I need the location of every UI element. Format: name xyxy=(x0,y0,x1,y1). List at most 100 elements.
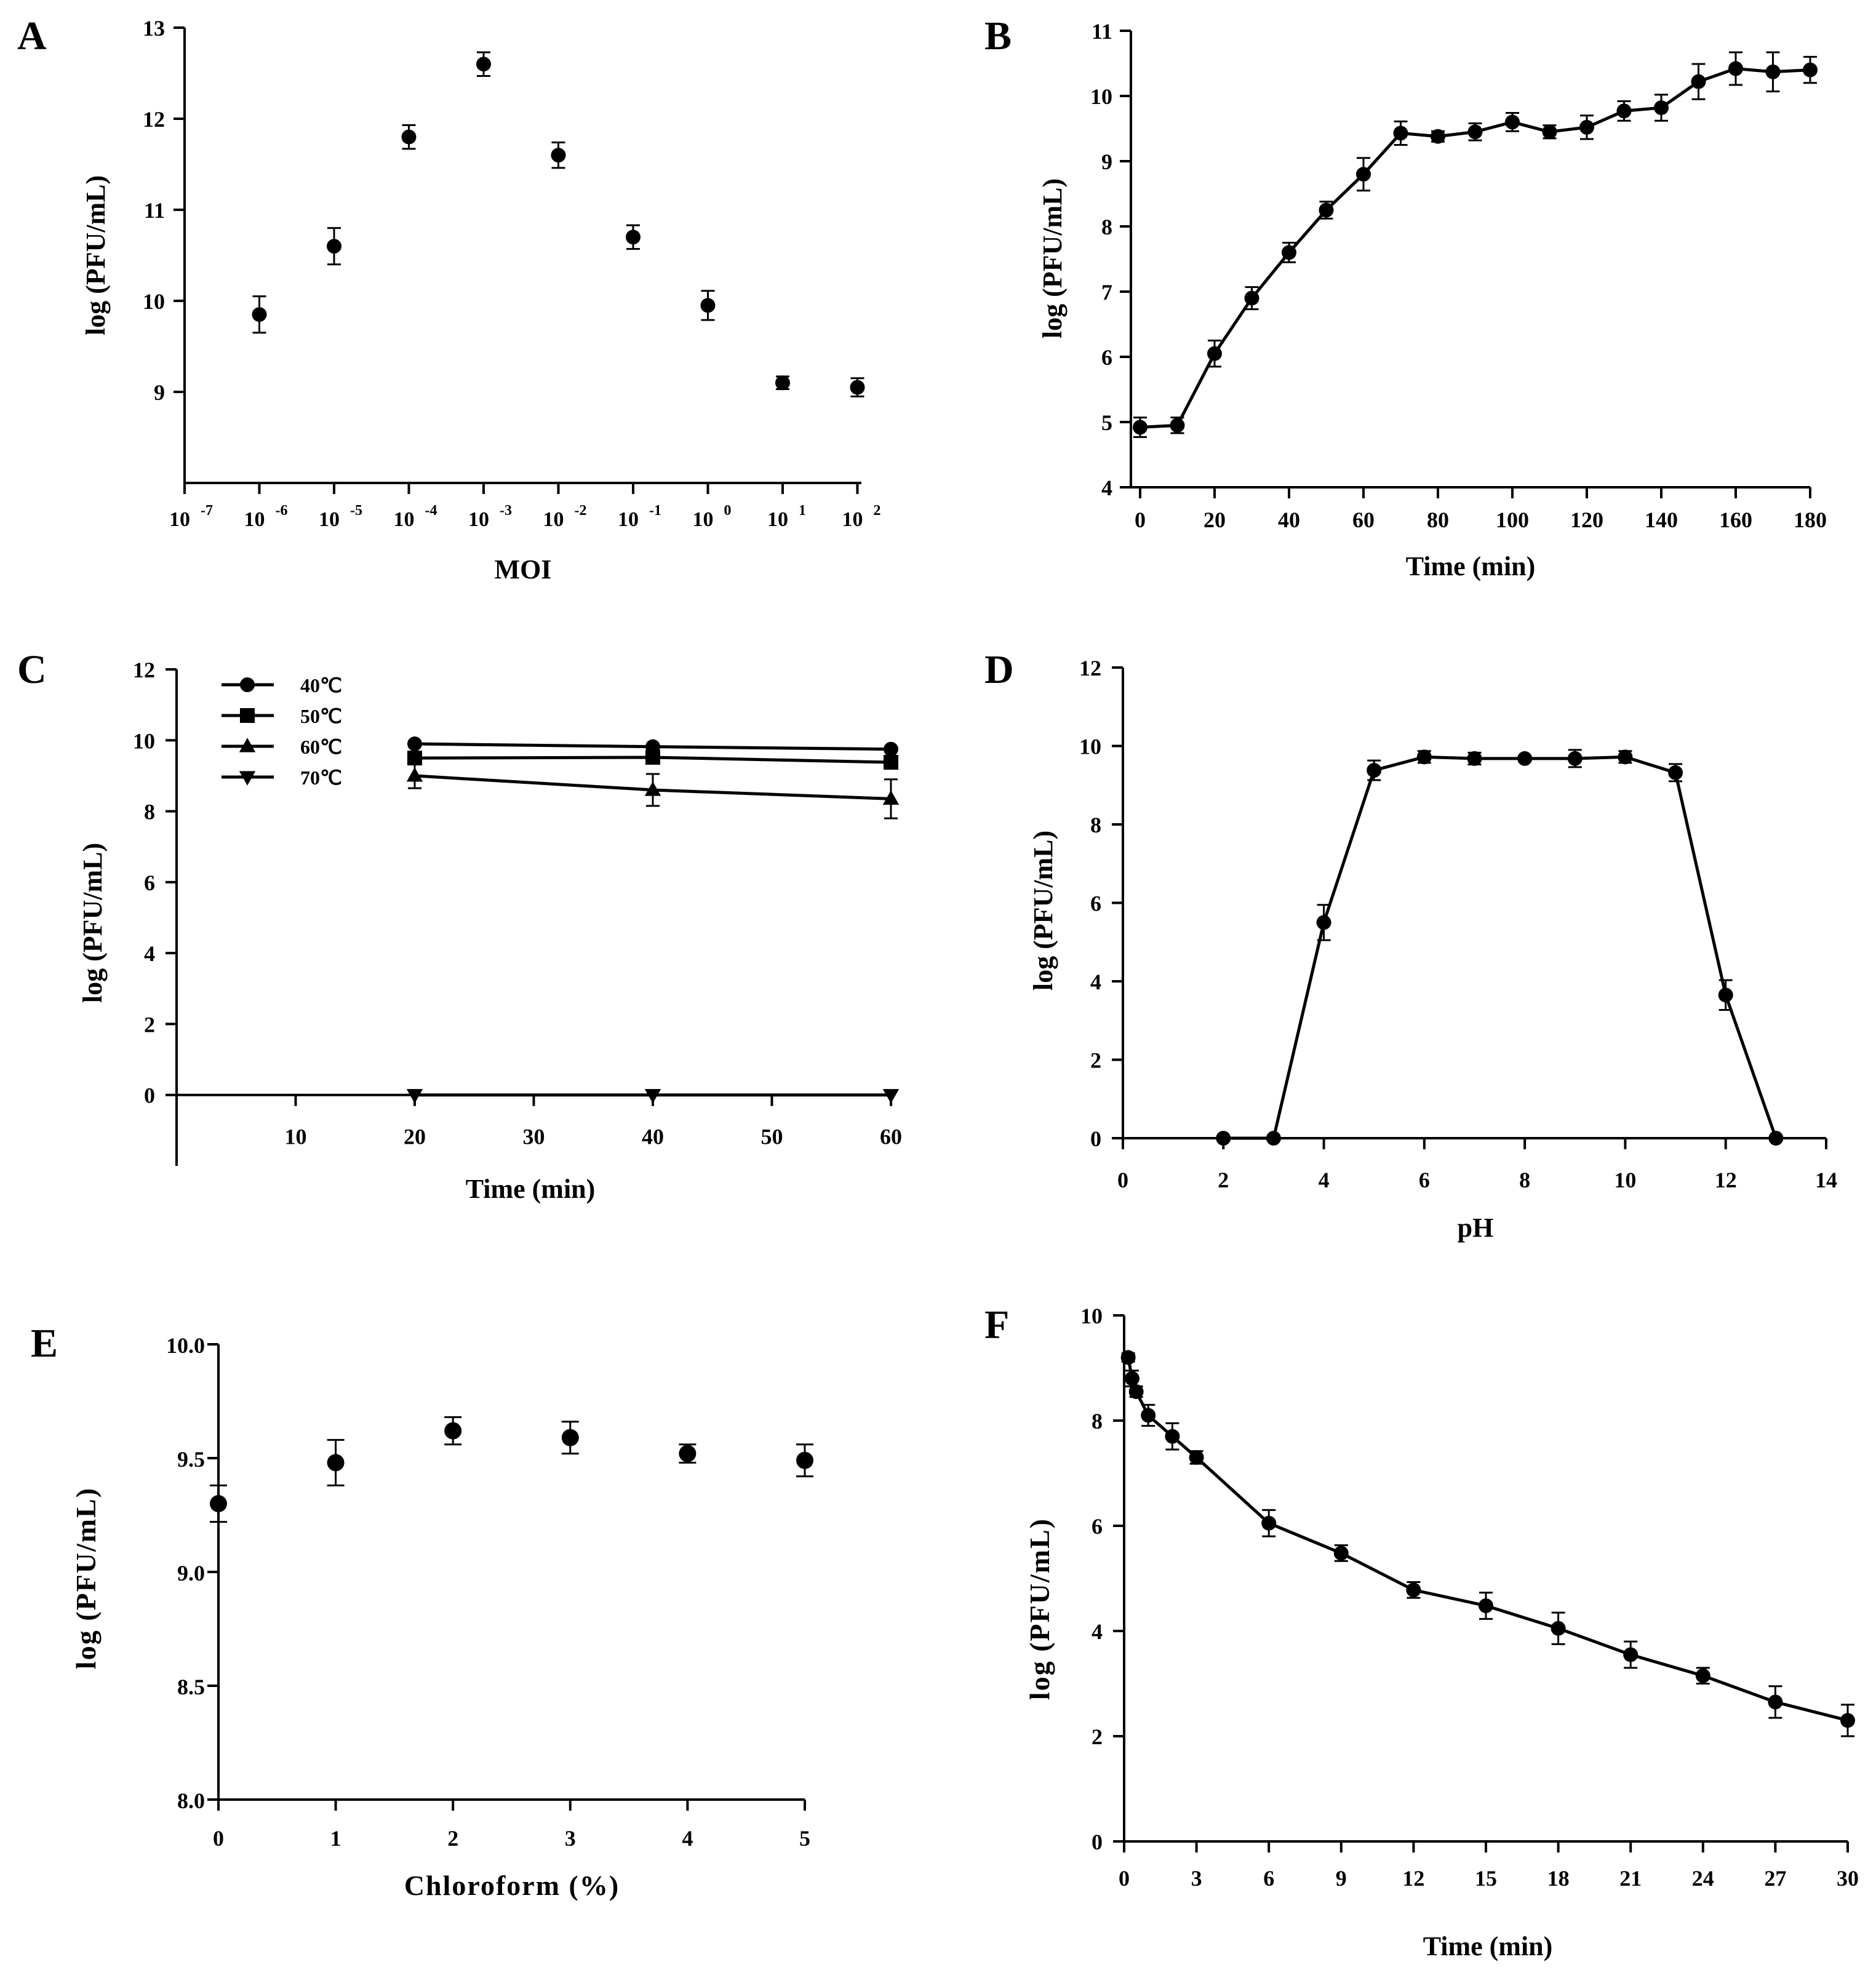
x-tick-label: 10 xyxy=(693,508,714,531)
data-point xyxy=(1623,1647,1639,1662)
x-tick-label-exponent: -4 xyxy=(425,503,437,519)
x-tick-label: 160 xyxy=(1719,508,1752,532)
data-point xyxy=(882,1089,900,1104)
x-tick-label: 0 xyxy=(213,1826,224,1851)
y-tick-label: 6 xyxy=(1101,345,1112,370)
data-point xyxy=(1728,61,1743,76)
y-axis-title: log (PFU/mL) xyxy=(81,175,111,335)
y-tick-label: 9 xyxy=(154,380,165,405)
x-tick-label: 50 xyxy=(761,1125,783,1149)
data-point xyxy=(1695,1668,1710,1683)
data-point xyxy=(645,749,660,765)
x-tick-label: 18 xyxy=(1547,1866,1570,1891)
y-tick-label: 4 xyxy=(1090,970,1101,994)
x-axis-title: pH xyxy=(1458,1213,1494,1243)
data-point xyxy=(1505,114,1520,130)
data-point xyxy=(1718,987,1733,1003)
legend-marker xyxy=(239,771,256,786)
data-point xyxy=(1244,290,1259,306)
x-tick-label: 120 xyxy=(1570,508,1603,532)
x-tick-label-exponent: -2 xyxy=(575,503,587,519)
y-tick-label: 8 xyxy=(1101,215,1112,239)
data-point xyxy=(1282,245,1296,260)
x-axis-title: MOI xyxy=(495,554,552,584)
x-tick-label: 40 xyxy=(642,1125,664,1149)
y-tick-label: 7 xyxy=(1101,280,1112,305)
x-tick-label-exponent: -6 xyxy=(276,503,288,519)
data-point xyxy=(1124,1371,1140,1386)
y-tick-label: 13 xyxy=(143,16,165,41)
legend-label: 70℃ xyxy=(300,767,342,789)
x-tick-label: 10 xyxy=(842,508,863,531)
data-point xyxy=(796,1451,813,1469)
y-axis-title: log (PFU/mL) xyxy=(70,1487,102,1669)
data-point xyxy=(1406,1582,1421,1598)
x-tick-label: 140 xyxy=(1645,508,1678,532)
y-axis-title: log (PFU/mL) xyxy=(1028,831,1058,991)
data-point xyxy=(1840,1713,1855,1728)
x-tick-label: 10 xyxy=(468,508,489,531)
data-point xyxy=(1141,1408,1156,1423)
panel-e: E 8.0 8.5 9.0 9.5 10.0 0 1 2 3 4 5 Chloroform (%) log… xyxy=(31,1321,813,1901)
data-point xyxy=(1316,915,1331,930)
data-point xyxy=(1216,1131,1231,1146)
data-point xyxy=(1668,765,1683,780)
data-point xyxy=(884,755,898,770)
data-point xyxy=(775,375,790,391)
data-point xyxy=(252,307,267,322)
y-tick-label: 11 xyxy=(144,198,165,223)
x-tick-label: 30 xyxy=(523,1125,545,1149)
legend-marker xyxy=(240,708,255,723)
data-point xyxy=(1691,74,1706,89)
data-point xyxy=(1765,64,1781,79)
x-tick-label: 6 xyxy=(1263,1866,1274,1891)
series-line xyxy=(1127,1357,1848,1722)
y-tick-label: 9.0 xyxy=(177,1561,205,1585)
panel-letter-a: A xyxy=(17,14,47,58)
x-tick-label: 10 xyxy=(244,508,265,531)
x-tick-label: 9 xyxy=(1336,1866,1347,1891)
x-tick-label: 10 xyxy=(394,508,415,531)
x-tick-label: 30 xyxy=(1837,1866,1859,1891)
x-tick-label: 3 xyxy=(565,1826,576,1851)
x-tick-label-exponent: -3 xyxy=(500,503,512,519)
x-tick-label: 0 xyxy=(1135,508,1146,532)
y-tick-label: 10 xyxy=(133,728,155,753)
x-tick-label: 24 xyxy=(1692,1866,1714,1891)
data-point xyxy=(407,736,422,752)
x-axis-title: Time (min) xyxy=(1423,1931,1553,1961)
series-line xyxy=(1140,66,1811,429)
x-tick-label: 6 xyxy=(1419,1168,1430,1192)
x-tick-label: 100 xyxy=(1496,508,1529,532)
panel-letter-f: F xyxy=(984,1302,1009,1347)
data-point xyxy=(476,57,491,72)
series-triangle-down: 70℃ xyxy=(222,767,900,1104)
data-point xyxy=(1467,751,1482,766)
data-point xyxy=(1165,1429,1180,1444)
data-point xyxy=(626,229,641,245)
x-tick-label: 0 xyxy=(1117,1168,1128,1192)
x-tick-label: 10 xyxy=(285,1125,307,1149)
data-point xyxy=(1768,1131,1784,1146)
x-tick-label-exponent: 2 xyxy=(874,503,881,519)
y-tick-label: 5 xyxy=(1101,410,1112,435)
x-tick-label: 20 xyxy=(404,1125,426,1149)
x-tick-label: 12 xyxy=(1402,1866,1424,1891)
y-tick-label: 2 xyxy=(1090,1048,1101,1073)
data-point xyxy=(1542,124,1557,140)
panel-d: D 0 2 4 6 8 10 12 0 2 4 6 8 10 12 14 pH log (PFU/mL) xyxy=(984,647,1837,1243)
data-point xyxy=(1356,167,1371,182)
x-tick-label: 21 xyxy=(1619,1866,1642,1891)
x-tick-label: 10 xyxy=(618,508,639,531)
data-point xyxy=(1616,103,1632,119)
y-tick-label: 6 xyxy=(1090,891,1101,916)
data-point xyxy=(1120,1350,1136,1365)
y-tick-label: 9 xyxy=(1101,150,1112,174)
x-tick-label: 180 xyxy=(1794,508,1827,532)
y-tick-label: 10.0 xyxy=(166,1333,205,1358)
x-axis-title: Time (min) xyxy=(1406,551,1536,581)
data-point xyxy=(401,129,417,145)
y-tick-label: 10 xyxy=(1090,84,1112,109)
